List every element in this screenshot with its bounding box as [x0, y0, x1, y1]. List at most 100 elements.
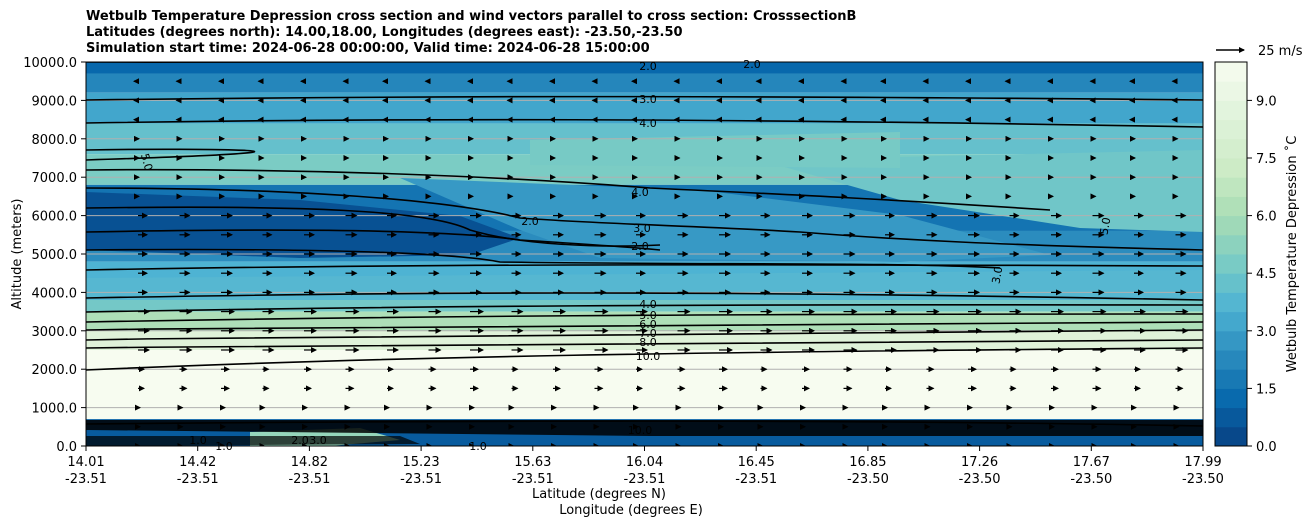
- contour-label: 5.0: [138, 152, 155, 172]
- colorbar-band: [1215, 369, 1247, 389]
- contour-label: 2.0: [291, 434, 309, 447]
- colorbar-band: [1215, 350, 1247, 370]
- y-tick-label: 3000.0: [32, 325, 78, 340]
- colorbar-tick-label: 0.0: [1256, 440, 1277, 455]
- colorbar-tick-label: 4.5: [1256, 267, 1277, 282]
- y-tick-label: 6000.0: [32, 210, 78, 225]
- colorbar-label: Wetbulb Temperature Depression ˚C: [1284, 136, 1300, 373]
- colorbar-tick-label: 3.0: [1256, 325, 1277, 340]
- x-tick-label-lat: 14.42: [179, 455, 216, 470]
- contour-line-11: [86, 303, 1203, 313]
- contour-labels: 2.0 2.03.04.05.02.04.03.02.05.03.04.05.06…: [138, 58, 1113, 453]
- contour-line-4: [86, 168, 1051, 211]
- colorbar-band: [1215, 407, 1247, 428]
- chart-title-line-2: Latitudes (degrees north): 14.00,18.00, …: [86, 25, 683, 40]
- mid-band-patch: [400, 178, 1050, 262]
- field-band-1: [86, 73, 1203, 93]
- contour-label: 2.0: [743, 58, 761, 71]
- x-tick-label-lon: -23.51: [288, 472, 330, 487]
- contour-label: 5.0: [639, 309, 657, 322]
- x-axis-label-lon: Longitude (degrees E): [559, 503, 703, 518]
- colorbar-band: [1215, 330, 1247, 351]
- x-tick-label-lon: -23.51: [65, 472, 107, 487]
- x-tick-label-lon: -23.51: [512, 472, 554, 487]
- x-tick-label-lon: -23.51: [735, 472, 777, 487]
- x-axis-label-lat: Latitude (degrees N): [532, 487, 666, 502]
- y-tick-label: 5000.0: [32, 248, 78, 263]
- x-tick-label-lon: -23.51: [624, 472, 666, 487]
- contour-label: 3.0: [639, 93, 657, 106]
- y-tick-label: 10000.0: [23, 56, 77, 71]
- band-very-dry: [86, 352, 1203, 372]
- colorbar-tick-label: 7.5: [1256, 152, 1277, 167]
- x-tick-label-lon: -23.50: [1070, 472, 1112, 487]
- contour-line-3: [86, 148, 256, 161]
- y-tick-label: 2000.0: [32, 363, 78, 378]
- contour-label: 4.0: [639, 298, 657, 311]
- colorbar-band: [1215, 62, 1247, 82]
- contour-label: 4.0: [639, 117, 657, 130]
- colorbar-band: [1215, 388, 1247, 409]
- y-tick-label: 0.0: [56, 440, 77, 455]
- colorbar-band: [1215, 234, 1247, 255]
- contour-line-16: [86, 347, 1203, 371]
- contour-label: 6.0: [639, 318, 657, 331]
- contour-label: 10.0: [636, 350, 661, 363]
- x-tick-label-lon: -23.50: [959, 472, 1001, 487]
- contour-label: 2.0: [631, 240, 649, 253]
- chart-title-line-1: Wetbulb Temperature Depression cross sec…: [86, 9, 857, 24]
- x-tick-label-lon: -23.50: [1182, 472, 1224, 487]
- colorbar-tick-label: 6.0: [1256, 210, 1277, 225]
- colorbar-tick-label: 9.0: [1256, 94, 1277, 109]
- y-axis: 0.0 1000.0 2000.0 3000.0 4000.0 5000.0 6000.0 7…: [23, 56, 86, 455]
- contour-label: 1.0: [189, 434, 207, 447]
- contour-line-1: [86, 95, 1203, 101]
- x-tick-label-lat: 16.45: [738, 455, 775, 470]
- contour-line-5: [86, 187, 1203, 251]
- contour-line-10: [86, 292, 1203, 301]
- colorbar-band: [1215, 292, 1247, 313]
- contour-label: 2.0: [521, 215, 539, 228]
- x-tick-label-lat: 16.04: [626, 455, 663, 470]
- contour-line-6: [86, 206, 661, 247]
- colorbar-band: [1215, 215, 1247, 236]
- x-tick-label-lon: -23.51: [177, 472, 219, 487]
- x-tick-label-lat: 14.01: [67, 455, 104, 470]
- moist-patch-right: [760, 150, 1203, 232]
- colorbar: 0.0 1.5 3.0 4.5 6.0 7.5 9.0: [1214, 61, 1277, 455]
- moist-patch-mid: [530, 132, 900, 168]
- colorbar-band: [1215, 426, 1247, 447]
- wind-vectors: [133, 78, 1189, 446]
- y-tick-label: 7000.0: [32, 171, 78, 186]
- chart-title-line-3: Simulation start time: 2024-06-28 00:00:…: [86, 41, 650, 56]
- y-tick-label: 8000.0: [32, 133, 78, 148]
- colorbar-band: [1215, 311, 1247, 332]
- colorbar-band: [1215, 138, 1247, 159]
- x-tick-label-lat: 17.67: [1073, 455, 1110, 470]
- colorbar-band: [1215, 254, 1247, 274]
- y-tick-label: 4000.0: [32, 286, 78, 301]
- y-tick-label: 9000.0: [32, 94, 78, 109]
- contour-line-9: [86, 264, 1203, 271]
- quiver-key-label: 25 m/s: [1258, 44, 1303, 59]
- x-tick-label-lat: 15.23: [402, 455, 439, 470]
- contour-line-2: [86, 118, 1203, 128]
- field-band-0: [86, 62, 1203, 74]
- colorbar-band: [1215, 100, 1247, 121]
- x-tick-label-lat: 17.26: [961, 455, 998, 470]
- field-band-9: [86, 311, 1203, 331]
- colorbar-band: [1215, 177, 1247, 197]
- colorbar-band: [1215, 158, 1247, 178]
- x-tick-label-lat: 14.82: [291, 455, 328, 470]
- contour-label: 7.0: [639, 327, 657, 340]
- contour-label: 5.0: [1098, 216, 1114, 235]
- contour-label: 10.0: [628, 424, 653, 437]
- contour-label: 4.0: [631, 186, 649, 199]
- colorbar-band: [1215, 119, 1247, 140]
- y-axis-label: Altitude (meters): [10, 199, 25, 310]
- x-tick-label-lat: 16.85: [849, 455, 886, 470]
- surface-dense-contours-left: [86, 436, 420, 446]
- x-axis: 14.01 -23.51 14.42 -23.51 14.82 -23.51 15.23 -2…: [65, 446, 1224, 487]
- contour-label: 3.0: [309, 434, 327, 447]
